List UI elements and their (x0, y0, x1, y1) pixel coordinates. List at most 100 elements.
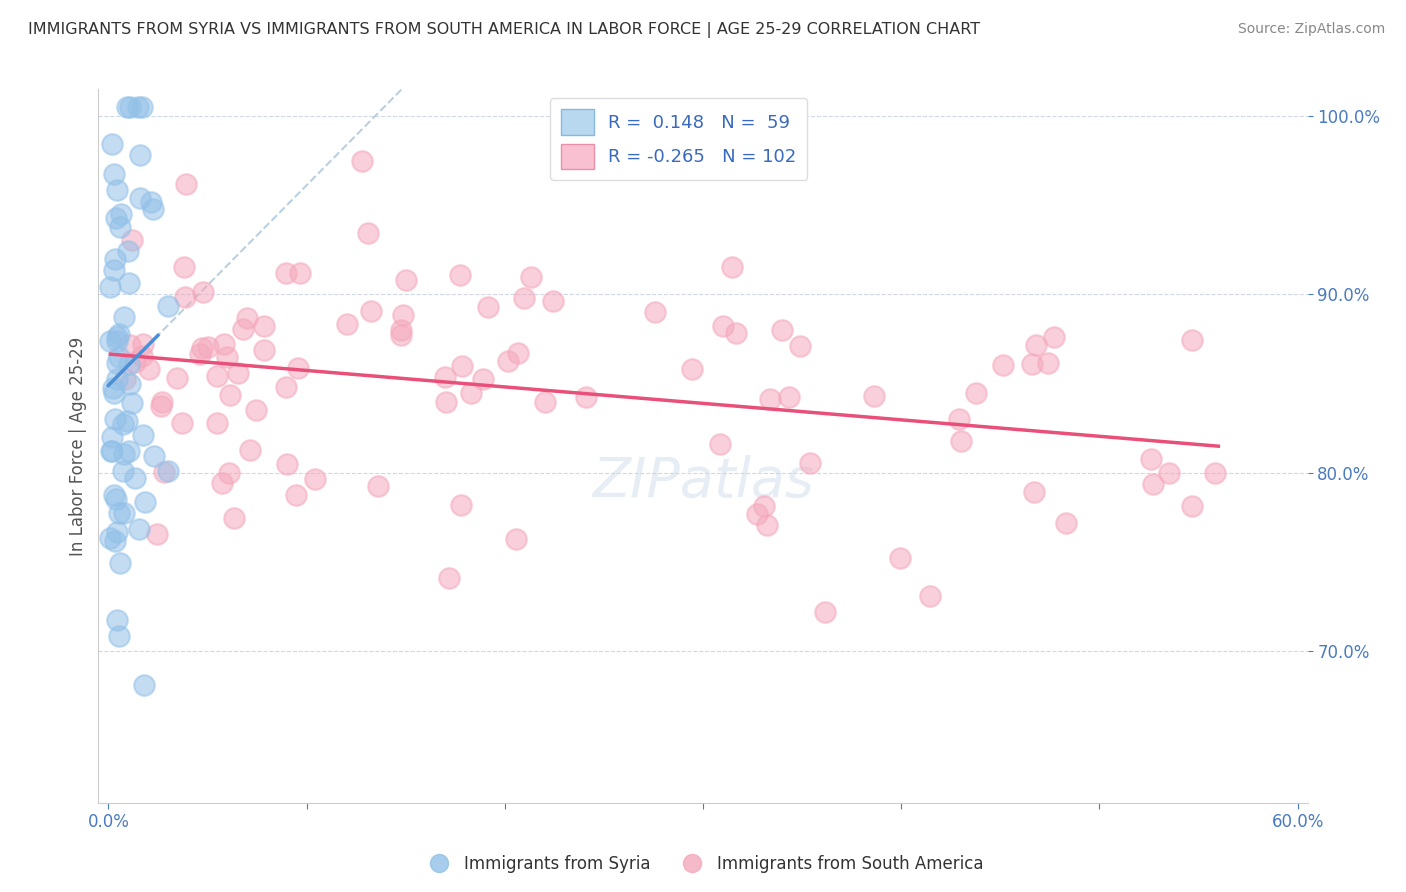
Point (112, 310, 135, 324)
Point (1140, 451, 1163, 466)
Point (434, 394, 457, 409)
Point (505, 532, 527, 546)
Text: IMMIGRANTS FROM SYRIA VS IMMIGRANTS FROM SOUTH AMERICA IN LABOR FORCE | AGE 25-2: IMMIGRANTS FROM SYRIA VS IMMIGRANTS FROM… (28, 22, 980, 38)
Point (357, 226, 380, 240)
Point (121, 233, 143, 247)
Point (253, 319, 276, 334)
Point (197, 340, 219, 354)
Point (863, 389, 886, 403)
Point (105, 183, 128, 197)
Point (799, 456, 821, 470)
Point (103, 487, 125, 501)
Point (124, 471, 146, 485)
Point (506, 346, 529, 360)
Point (513, 291, 536, 305)
Point (394, 273, 416, 287)
Point (1054, 516, 1077, 531)
Point (215, 350, 238, 364)
Point (472, 372, 495, 386)
Point (105, 211, 128, 225)
Point (150, 395, 173, 409)
Point (170, 416, 193, 430)
Point (134, 495, 156, 509)
Point (477, 301, 499, 315)
Point (166, 371, 188, 385)
Point (100, 443, 122, 458)
Point (520, 270, 543, 285)
Point (965, 385, 987, 400)
Point (103, 167, 125, 181)
Point (110, 207, 132, 221)
Point (721, 260, 744, 274)
Point (132, 678, 155, 692)
Point (288, 266, 311, 280)
Point (437, 570, 460, 584)
Point (108, 327, 131, 342)
Point (128, 522, 150, 536)
Point (107, 629, 129, 643)
Point (104, 533, 127, 548)
Point (274, 266, 297, 280)
Point (219, 388, 242, 402)
Point (107, 506, 129, 520)
Text: ZIPatlas: ZIPatlas (592, 455, 814, 508)
Point (224, 510, 246, 524)
Point (1181, 334, 1204, 348)
Point (1022, 484, 1045, 499)
Point (814, 605, 837, 619)
Point (709, 436, 731, 450)
Point (239, 443, 262, 458)
Point (156, 464, 179, 478)
Point (142, 202, 165, 216)
Point (98, 280, 121, 294)
Point (128, 148, 150, 162)
Point (132, 336, 155, 351)
Point (541, 293, 564, 308)
Point (1042, 330, 1064, 344)
Point (118, 338, 141, 352)
Point (118, 100, 141, 114)
Y-axis label: In Labor Force | Age 25-29: In Labor Force | Age 25-29 (69, 336, 87, 556)
Point (112, 506, 135, 520)
Point (367, 479, 389, 493)
Point (112, 447, 135, 461)
Point (496, 354, 519, 368)
Point (392, 308, 415, 322)
Point (236, 310, 259, 325)
Point (105, 334, 128, 349)
Point (713, 319, 735, 334)
Point (681, 361, 703, 376)
Point (105, 492, 128, 507)
Point (745, 507, 768, 521)
Point (101, 430, 124, 444)
Point (1025, 337, 1047, 351)
Point (131, 349, 153, 363)
Point (758, 392, 780, 406)
Point (118, 277, 141, 291)
Point (449, 268, 471, 282)
Point (98, 531, 121, 545)
Point (145, 527, 167, 541)
Point (121, 396, 143, 410)
Point (789, 339, 811, 353)
Point (451, 359, 474, 374)
Legend: R =  0.148   N =  59, R = -0.265   N = 102: R = 0.148 N = 59, R = -0.265 N = 102 (550, 98, 807, 180)
Point (118, 444, 141, 458)
Point (276, 380, 298, 394)
Point (755, 518, 778, 533)
Point (211, 475, 233, 490)
Point (131, 428, 153, 442)
Point (350, 153, 373, 168)
Point (143, 449, 166, 463)
Point (110, 219, 132, 234)
Point (107, 356, 129, 370)
Point (127, 100, 149, 114)
Point (724, 326, 747, 340)
Point (285, 488, 308, 502)
Point (112, 417, 135, 431)
Point (460, 386, 482, 401)
Point (120, 377, 142, 392)
Point (108, 350, 131, 364)
Point (115, 414, 138, 428)
Point (245, 403, 267, 417)
